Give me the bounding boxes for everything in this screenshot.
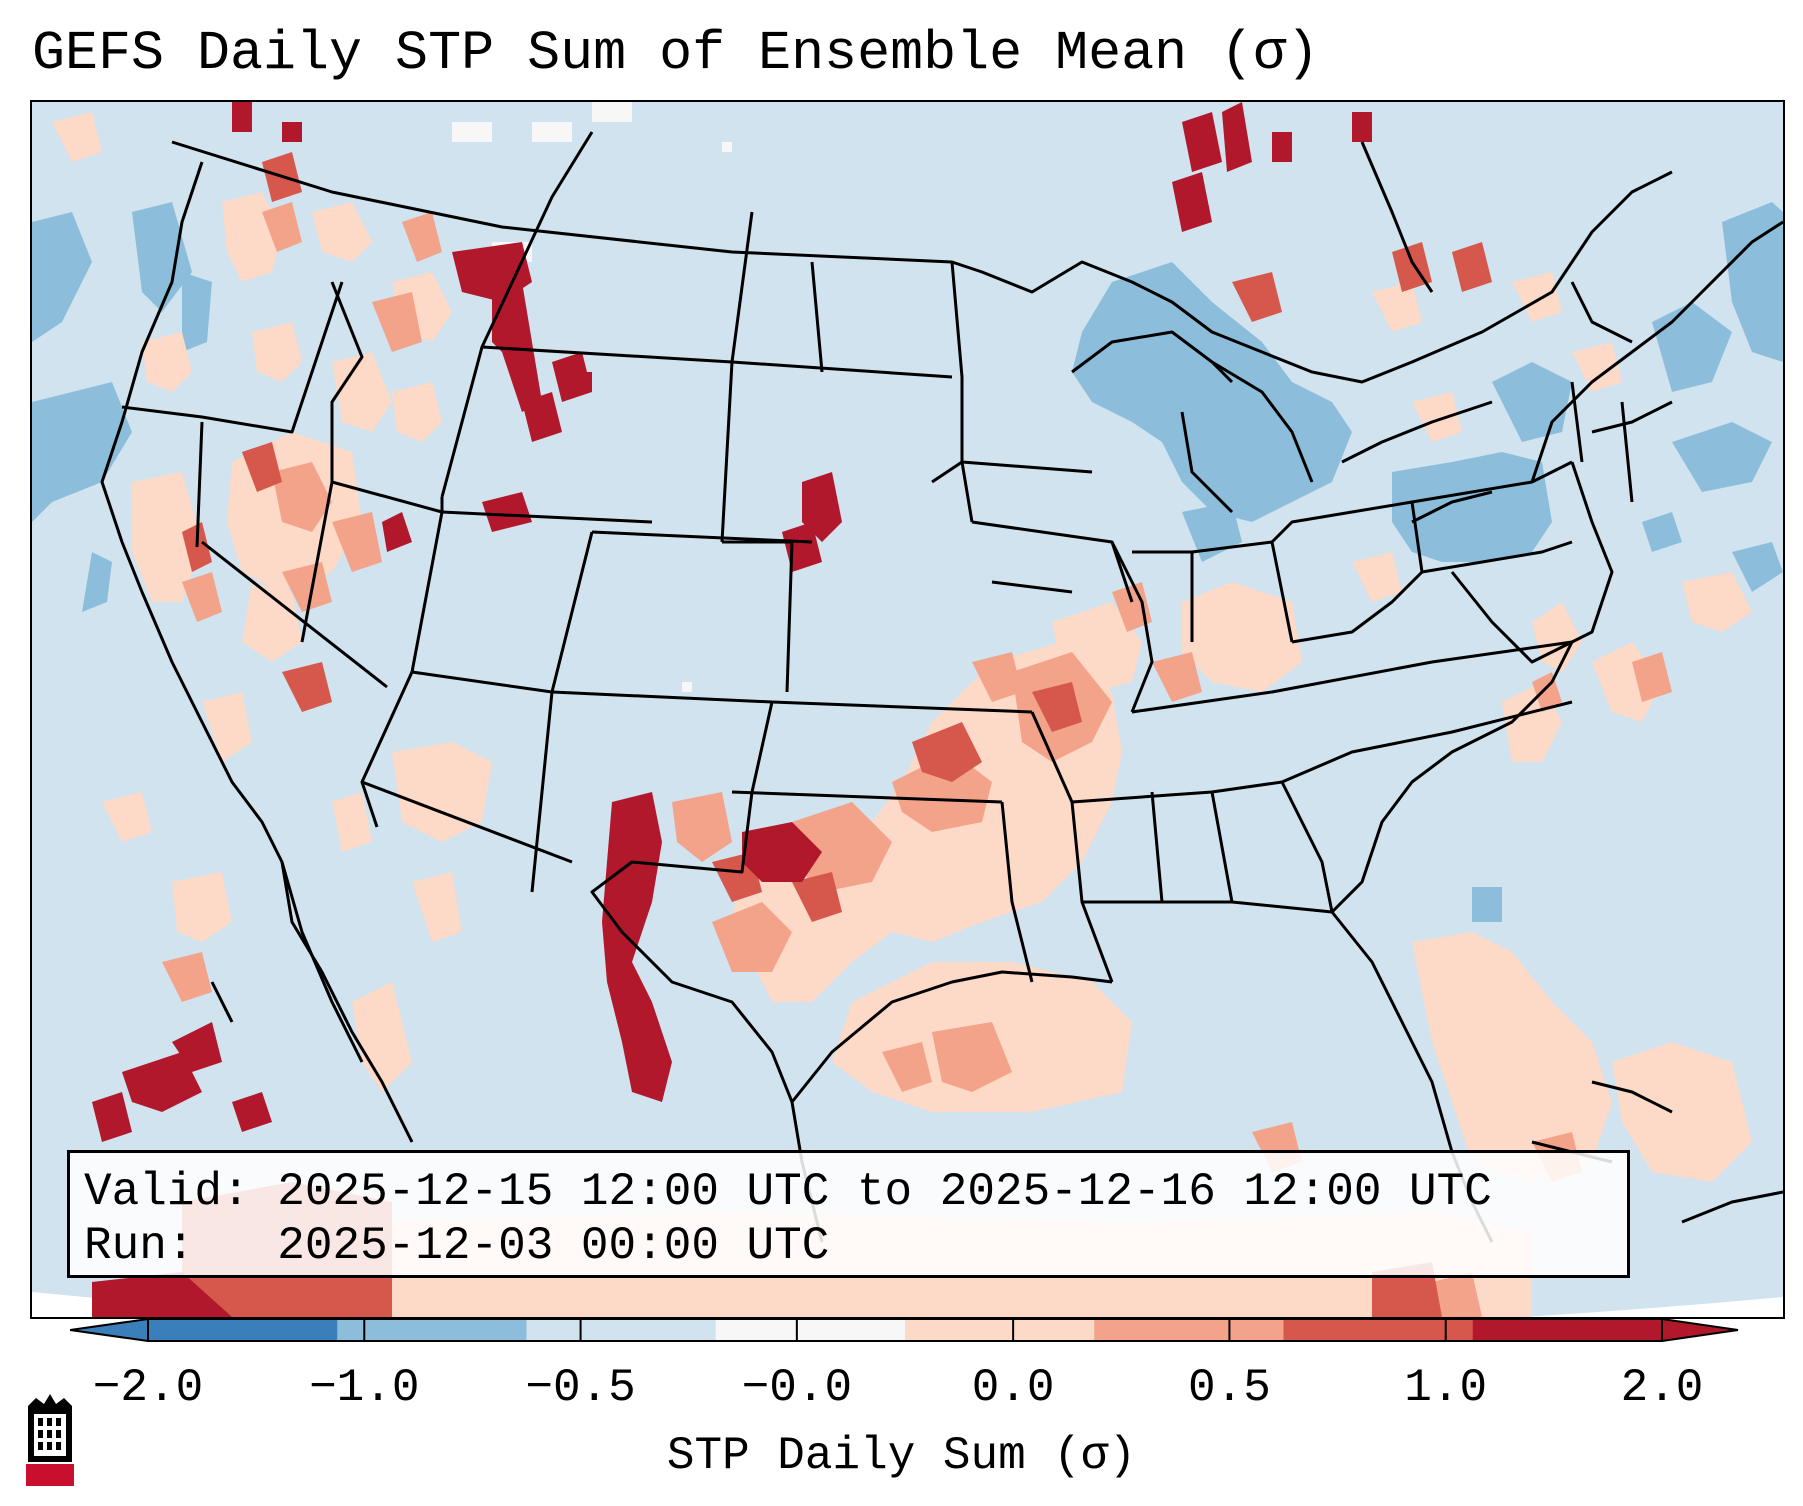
valid-label: Valid: <box>84 1166 250 1218</box>
colorbar-tick-label: −0.0 <box>741 1362 853 1414</box>
colorbar-segment-4 <box>905 1319 1095 1341</box>
negative-anomaly-cells <box>32 202 1783 922</box>
colorbar-tick-label: −2.0 <box>92 1362 204 1414</box>
run-label: Run: <box>84 1220 195 1272</box>
colorbar-tick-label: −1.0 <box>309 1362 420 1414</box>
colorbar-segment-1 <box>337 1319 527 1341</box>
colorbar-segment-2 <box>526 1319 717 1341</box>
colorbar-outline <box>147 1318 1663 1342</box>
colorbar-segment-6 <box>1283 1319 1474 1341</box>
map-panel <box>30 100 1785 1319</box>
colorbar-segments <box>70 1318 1739 1342</box>
colorbar-tick-label: 0.0 <box>971 1362 1055 1414</box>
colorbar-segment-7 <box>1472 1319 1663 1341</box>
colorbar-segment-5 <box>1094 1319 1284 1341</box>
map-title: GEFS Daily STP Sum of Ensemble Mean (σ) <box>32 22 1320 85</box>
colorbar-tick-label: 2.0 <box>1620 1362 1704 1414</box>
niu-logo <box>26 1394 74 1486</box>
colorbar-tick-label: −0.5 <box>525 1362 636 1414</box>
info-box: Valid: 2025-12-15 12:00 UTC to 2025-12-1… <box>67 1150 1630 1278</box>
colorbar-label: STP Daily Sum (σ) <box>666 1430 1137 1482</box>
colorbar-extend-low <box>70 1318 149 1342</box>
colorbar-segment-0 <box>148 1319 338 1341</box>
colorbar <box>70 1318 1739 1342</box>
colorbar-tick-label: 0.5 <box>1188 1362 1271 1414</box>
colorbar-tick-label: 1.0 <box>1404 1362 1488 1414</box>
map-domain <box>32 102 1783 1317</box>
colorbar-segment-3 <box>715 1319 906 1341</box>
colorbar-extend-high <box>1661 1318 1739 1342</box>
valid-value: 2025-12-15 12:00 UTC to 2025-12-16 12:00… <box>277 1166 1492 1218</box>
stp-map <box>32 102 1783 1317</box>
run-value: 2025-12-03 00:00 UTC <box>277 1220 830 1272</box>
